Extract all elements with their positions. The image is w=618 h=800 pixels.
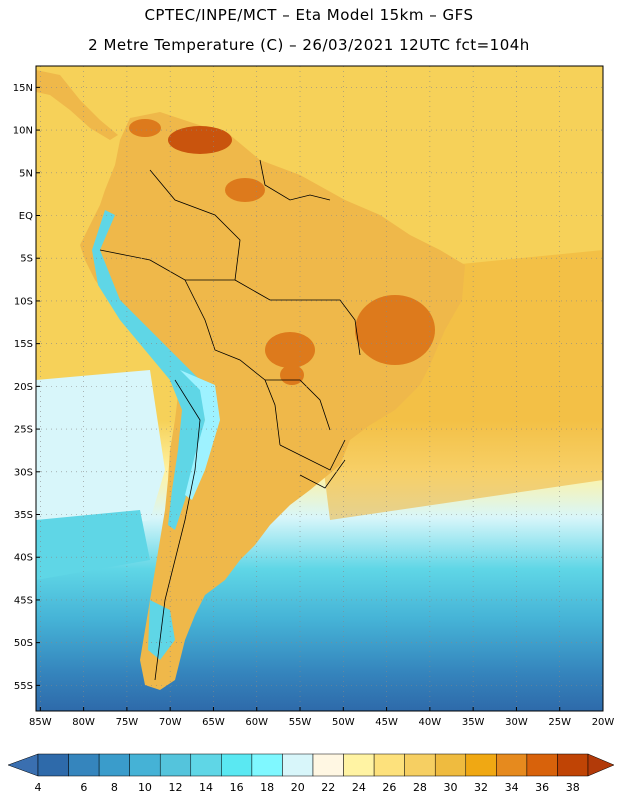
lon-tick-label: 25W xyxy=(548,717,571,728)
lat-tick-label: 50S xyxy=(14,638,33,649)
colorbar-label: 26 xyxy=(382,781,396,794)
lon-tick-label: 85W xyxy=(29,717,52,728)
colorbar-swatch xyxy=(312,753,344,777)
lon-tick-label: 75W xyxy=(116,717,139,728)
colorbar-swatch xyxy=(190,753,222,777)
colorbar-swatch xyxy=(557,753,589,777)
lat-tick-label: 55S xyxy=(14,681,33,692)
colorbar-swatch xyxy=(404,753,436,777)
colorbar-label: 32 xyxy=(474,781,488,794)
colorbar-label: 10 xyxy=(138,781,152,794)
lat-tick-label: 5S xyxy=(20,254,33,265)
colorbar-swatch xyxy=(129,753,161,777)
lat-tick-label: 20S xyxy=(14,382,33,393)
andes-cool-plateau xyxy=(180,370,220,500)
lon-tick-label: 30W xyxy=(505,717,528,728)
lat-tick-label: 30S xyxy=(14,467,33,478)
colorbar-swatch xyxy=(251,753,283,777)
hot-spot-mato-grosso xyxy=(265,332,315,368)
colorbar-label: 14 xyxy=(199,781,213,794)
country-borders xyxy=(99,159,361,681)
colorbar-label: 6 xyxy=(80,781,87,794)
colorbar-swatch xyxy=(68,753,100,777)
lon-tick-label: 45W xyxy=(375,717,398,728)
south-america-land xyxy=(80,112,465,690)
lon-tick-label: 20W xyxy=(592,717,615,728)
hot-spot-pantanal xyxy=(280,365,304,385)
lat-tick-label: 15S xyxy=(14,339,33,350)
colorbar-swatch xyxy=(465,753,497,777)
colorbar-swatch xyxy=(98,753,130,777)
colorbar-below-arrow xyxy=(7,753,39,777)
lon-tick-label: 40W xyxy=(419,717,442,728)
pacific-cold-region xyxy=(36,510,150,580)
lat-tick-label: 25S xyxy=(14,425,33,436)
colorbar-swatch xyxy=(434,753,467,777)
colorbar-label: 30 xyxy=(444,781,458,794)
colorbar-label: 24 xyxy=(352,781,366,794)
lat-tick-label: 45S xyxy=(14,595,33,606)
colorbar-swatch xyxy=(37,753,69,777)
pacific-cool-region xyxy=(36,370,165,540)
longitude-axis: 85W 80W 75W 70W 65W 60W 55W 50W 45W 40W 35W 30W 25W 2… xyxy=(29,707,614,728)
andes-cold-ridge xyxy=(92,210,205,530)
lon-tick-label: 60W xyxy=(245,717,268,728)
colorbar-label: 38 xyxy=(566,781,580,794)
colorbar-swatch xyxy=(496,753,528,777)
lat-tick-label: 40S xyxy=(14,553,33,564)
lat-tick-label: 10N xyxy=(13,126,33,137)
lat-tick-label: 10S xyxy=(14,296,33,307)
plot-area xyxy=(36,66,603,711)
colorbar-swatch xyxy=(373,753,405,777)
colorbar-label: 20 xyxy=(291,781,305,794)
colorbar-label: 8 xyxy=(111,781,118,794)
lat-tick-label: 35S xyxy=(14,510,33,521)
colorbar: 4 6 8 10 12 14 16 18 20 22 24 26 28 30 32 34 36 38 xyxy=(7,753,615,794)
lat-tick-label: 15N xyxy=(13,83,33,94)
colorbar-label: 16 xyxy=(230,781,244,794)
lon-tick-label: 65W xyxy=(202,717,225,728)
hot-spot-colombia xyxy=(129,119,161,137)
map-title-line2: 2 Metre Temperature (C) – 26/03/2021 12U… xyxy=(88,36,530,54)
colorbar-swatch xyxy=(282,753,314,777)
hot-spot-venezuela xyxy=(168,126,232,154)
plot-frame xyxy=(35,65,604,712)
colorbar-swatch xyxy=(343,753,375,777)
lon-tick-label: 80W xyxy=(72,717,95,728)
lat-tick-label: EQ xyxy=(19,211,33,222)
colorbar-label: 28 xyxy=(413,781,427,794)
lon-tick-label: 50W xyxy=(332,717,355,728)
lon-tick-label: 35W xyxy=(462,717,485,728)
colorbar-label: 12 xyxy=(169,781,183,794)
colorbar-swatch xyxy=(526,753,558,777)
hot-spot-bahia xyxy=(355,295,435,365)
lon-tick-label: 70W xyxy=(159,717,182,728)
colorbar-swatch xyxy=(221,753,253,777)
latitude-axis: 15N 10N 5N EQ 5S 10S 15S 20S 25S 30S 35S 40S 45S 50S 5… xyxy=(13,83,40,692)
colorbar-label: 18 xyxy=(260,781,274,794)
colorbar-above-arrow xyxy=(587,753,615,777)
map-title-line1: CPTEC/INPE/MCT – Eta Model 15km – GFS xyxy=(144,6,474,24)
colorbar-label: 34 xyxy=(505,781,519,794)
colorbar-label: 22 xyxy=(321,781,335,794)
lat-tick-label: 5N xyxy=(19,168,33,179)
colorbar-label: 4 xyxy=(35,781,42,794)
colorbar-swatch xyxy=(159,753,192,777)
lon-tick-label: 55W xyxy=(289,717,312,728)
hot-spot-guyana xyxy=(225,178,265,202)
colorbar-label: 36 xyxy=(535,781,549,794)
